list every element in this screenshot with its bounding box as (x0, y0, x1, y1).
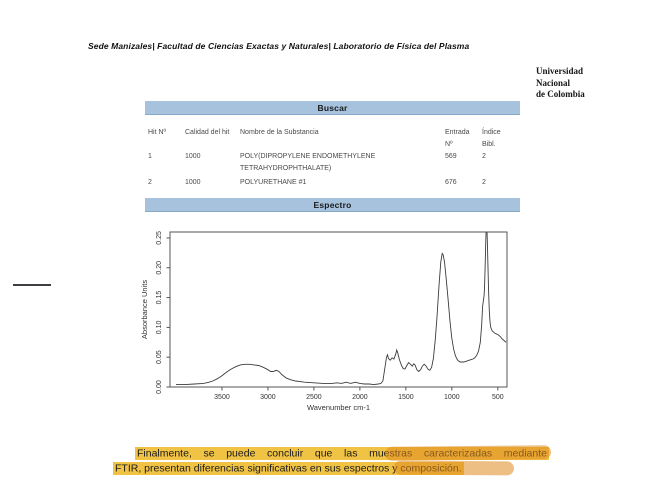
espectro-section-header: Espectro (145, 198, 520, 212)
y-tick-label: 0.00 (156, 380, 163, 394)
x-axis-label: Wavenumber cm-1 (307, 403, 370, 412)
col-header-name: Nombre de la Substancia (240, 129, 319, 136)
conclusion-text: Finalmente, se puede concluir que las mu… (113, 445, 552, 476)
search-results-table: Hit Nº Calidad del hit Nombre de la Subs… (145, 123, 520, 193)
cell-index: 2 (482, 153, 486, 160)
buscar-section-title: Buscar (317, 102, 348, 113)
cell-hit: 2 (148, 179, 152, 186)
x-tick-label: 1000 (444, 394, 460, 401)
x-tick-label: 500 (492, 394, 504, 401)
spectrum-chart: 3500 3000 2500 2000 1500 1000 500 0.00 0.05 0.10 0… (140, 231, 508, 412)
y-tick-label: 0.15 (156, 291, 163, 305)
y-tick-label: 0.05 (156, 350, 163, 364)
col-header-index: Índice Bibl. (482, 129, 501, 148)
cell-substance-name: POLY(DIPROPYLENE ENDOMETHYLENE TETRAHYDR… (240, 153, 376, 172)
col-header-hit: Hit Nº (148, 129, 167, 136)
margin-dash-line (13, 284, 51, 286)
y-tick-label: 0.20 (156, 261, 163, 275)
cell-index: 2 (482, 179, 486, 186)
col-header-quality: Calidad del hit (185, 129, 230, 136)
universidad-nacional-wordmark: Universidad Nacional de Colombia (536, 66, 585, 101)
espectro-section-title: Espectro (313, 199, 352, 210)
x-tick-label: 2500 (306, 394, 322, 401)
cell-hit: 1 (148, 153, 152, 160)
page-title: Sede Manizales| Facultad de Ciencias Exa… (88, 41, 470, 51)
buscar-section-header: Buscar (145, 101, 520, 115)
cell-quality: 1000 (185, 153, 201, 160)
spectrum-chart-container: 3500 3000 2500 2000 1500 1000 500 0.00 0.05 0.10 0… (138, 216, 530, 420)
wordmark-line: Universidad (536, 66, 584, 76)
conclusion-line-1: Finalmente, se puede concluir que las mu… (135, 446, 549, 460)
y-axis-label: Absorbance Units (140, 280, 149, 339)
wordmark-line: de Colombia (536, 89, 585, 99)
cell-substance-name: POLYURETHANE #1 (240, 179, 307, 186)
x-tick-label: 3500 (214, 394, 230, 401)
spectrum-line (176, 232, 507, 386)
cell-entry: 569 (445, 153, 457, 160)
wordmark-line: Nacional (536, 77, 571, 88)
conclusion-line-2: FTIR, presentan diferencias significativ… (113, 461, 464, 475)
x-tick-label: 2000 (352, 394, 368, 401)
x-tick-label: 3000 (260, 394, 276, 401)
y-tick-label: 0.25 (156, 231, 163, 245)
col-header-entry: Entrada Nº (445, 129, 470, 148)
y-tick-label: 0.10 (156, 320, 163, 334)
cell-entry: 676 (445, 179, 457, 186)
cell-quality: 1000 (185, 179, 201, 186)
x-tick-label: 1500 (398, 394, 414, 401)
